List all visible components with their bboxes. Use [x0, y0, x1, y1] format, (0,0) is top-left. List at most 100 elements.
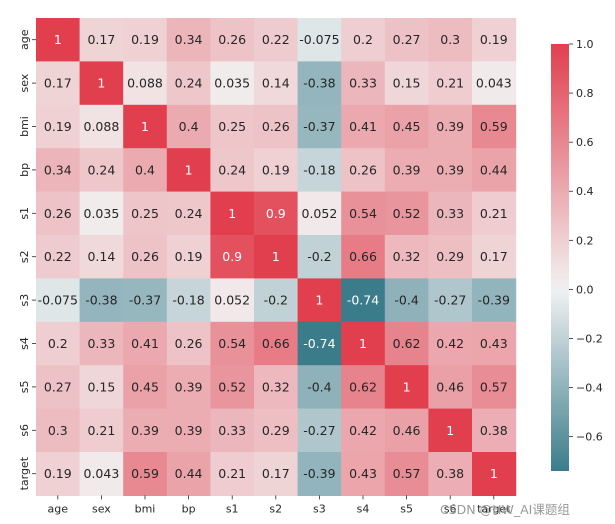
x-tick-label: s4: [357, 502, 370, 515]
cell-value-label: -0.38: [303, 76, 335, 91]
heatmap-cell: [254, 365, 299, 410]
heatmap-cell: [123, 278, 168, 323]
cell-value-label: 0.21: [436, 76, 464, 91]
heatmap-cell: [166, 408, 211, 453]
cell-value-label: 0.035: [84, 206, 120, 221]
heatmap-cell: [210, 18, 255, 62]
heatmap-cell: [254, 321, 299, 366]
heatmap-cell: [36, 104, 81, 149]
colorbar: [551, 44, 569, 471]
heatmap-cell: [210, 235, 255, 279]
heatmap-cell: [472, 408, 517, 453]
heatmap-cell: [36, 18, 81, 62]
cell-value-label: 0.54: [218, 336, 246, 351]
colorbar-tick-label: 0.2: [576, 234, 594, 247]
heatmap-cell: [210, 104, 255, 149]
heatmap-cell: [123, 235, 168, 279]
cell-value-label: -0.18: [172, 293, 204, 308]
cell-value-label: 0.24: [87, 162, 115, 177]
heatmap-cell: [341, 148, 386, 193]
heatmap-cell: [79, 365, 124, 410]
x-tick-label: s3: [313, 502, 326, 515]
cell-value-label: 0.3: [440, 32, 460, 47]
cell-value-label: 0.26: [262, 119, 290, 134]
heatmap-cell: [297, 104, 342, 149]
heatmap-cell: [36, 278, 81, 323]
y-tick-label: s2: [18, 250, 31, 263]
heatmap-cell: [79, 191, 124, 236]
heatmap-cell: [210, 408, 255, 453]
x-tick-label: s5: [400, 502, 413, 515]
heatmap-cell: [341, 321, 386, 366]
heatmap-cell: [210, 321, 255, 366]
heatmap-cell: [341, 278, 386, 323]
heatmap-cell: [36, 235, 81, 279]
cell-value-label: 0.39: [436, 119, 464, 134]
cell-value-label: 0.32: [393, 249, 421, 264]
cell-value-label: 0.19: [131, 32, 159, 47]
cell-value-label: -0.74: [303, 336, 335, 351]
y-tick-label: bp: [18, 163, 31, 177]
y-tick-label: target: [18, 456, 31, 490]
heatmap-cell: [79, 321, 124, 366]
heatmap-cell: [428, 365, 473, 410]
cell-value-label: 0.42: [436, 336, 464, 351]
cell-value-label: 1: [315, 293, 323, 308]
cell-value-label: 0.29: [436, 249, 464, 264]
heatmap-cell: [123, 191, 168, 236]
heatmap-cell: [36, 365, 81, 410]
heatmap-cell: [384, 408, 429, 453]
y-tick-label: s3: [18, 294, 31, 307]
cell-value-label: 0.62: [349, 379, 377, 394]
heatmap-cell: [36, 321, 81, 366]
cell-value-label: 0.62: [393, 336, 421, 351]
cell-value-label: 0.4: [135, 162, 155, 177]
heatmap-cell: [472, 148, 517, 193]
heatmap-cell: [210, 452, 255, 496]
heatmap-cell: [428, 278, 473, 323]
cell-value-label: 0.24: [218, 162, 246, 177]
heatmap-cell: [428, 321, 473, 366]
heatmap-cell: [36, 61, 81, 106]
heatmap-cell: [166, 452, 211, 496]
heatmap-cell: [166, 365, 211, 410]
x-tick-label: s2: [269, 502, 282, 515]
cell-value-label: 0.32: [262, 379, 290, 394]
cell-value-label: -0.74: [347, 293, 379, 308]
heatmap-cell: [297, 321, 342, 366]
heatmap-cell: [428, 104, 473, 149]
heatmap-cell: [79, 278, 124, 323]
y-tick-label: s6: [18, 424, 31, 437]
heatmap-cell: [36, 191, 81, 236]
x-tick-label: target: [477, 502, 511, 515]
heatmap-cell: [36, 148, 81, 193]
cell-value-label: 0.39: [436, 162, 464, 177]
cell-value-label: 0.45: [393, 119, 421, 134]
heatmap-cell: [297, 278, 342, 323]
cell-value-label: 1: [403, 379, 411, 394]
heatmap-cell: [166, 18, 211, 62]
heatmap-cell: [297, 408, 342, 453]
x-tick-label: s6: [444, 502, 457, 515]
cell-value-label: 0.33: [349, 76, 377, 91]
cell-value-label: 0.17: [262, 466, 290, 481]
heatmap-cell: [166, 104, 211, 149]
heatmap-cell: [341, 452, 386, 496]
cell-value-label: 0.29: [262, 423, 290, 438]
heatmap-cell: [79, 104, 124, 149]
heatmap-cell: [384, 278, 429, 323]
heatmap-cell: [472, 61, 517, 106]
cell-value-label: 0.52: [218, 379, 246, 394]
heatmap-cell: [384, 321, 429, 366]
cell-value-label: 0.26: [175, 336, 203, 351]
watermark-text: CSDN @HW_AI课题组: [440, 502, 570, 517]
heatmap-cell: [123, 61, 168, 106]
heatmap-cell: [341, 191, 386, 236]
heatmap-cell: [297, 18, 342, 62]
cell-value-label: 0.088: [127, 76, 163, 91]
cell-value-label: 1: [97, 76, 105, 91]
cell-value-label: -0.37: [303, 119, 335, 134]
x-tick-label: s1: [226, 502, 239, 515]
cell-value-label: 0.043: [476, 76, 512, 91]
